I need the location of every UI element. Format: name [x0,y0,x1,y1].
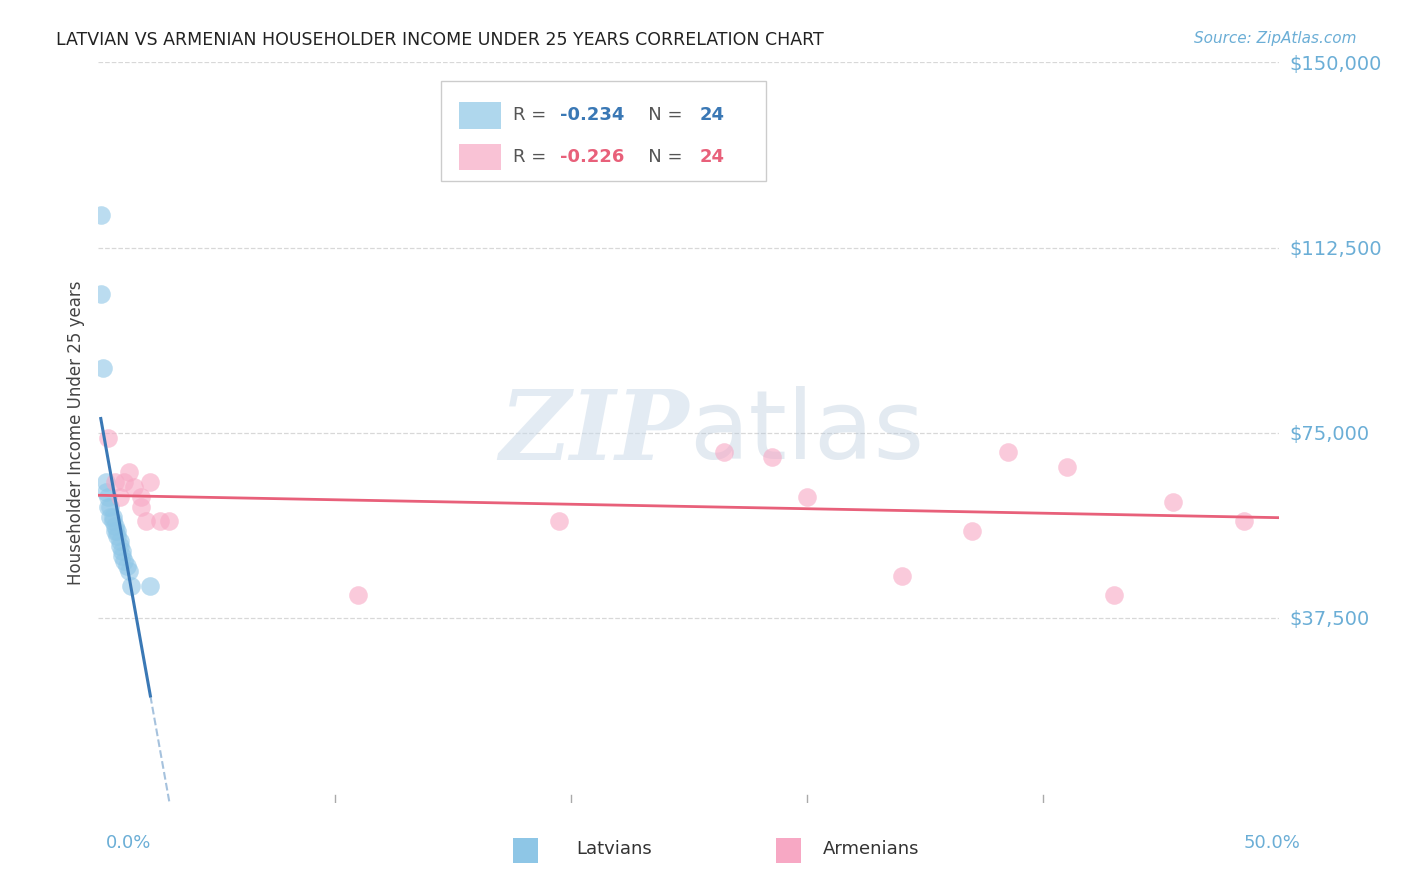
Point [90,287,112,301]
FancyBboxPatch shape [458,102,501,128]
Point [115,558,138,573]
Text: Source: ZipAtlas.com: Source: ZipAtlas.com [1194,31,1357,46]
Point [139,579,162,593]
Point [118,465,141,479]
Point [98,509,121,524]
Point [761,450,783,465]
Point [111,544,134,558]
Point [347,589,370,603]
Point [90,209,112,223]
Text: Armenians: Armenians [823,840,920,858]
Text: R =: R = [513,106,553,124]
Text: 0.0%: 0.0% [105,834,150,852]
Point [105,529,128,543]
Point [122,480,145,494]
Point [129,490,152,504]
Point [129,500,152,514]
Text: ZIP: ZIP [499,385,689,480]
Point [997,445,1019,459]
Point [104,519,127,533]
Point [112,475,135,489]
Text: R =: R = [513,148,553,166]
Point [108,490,131,504]
Point [713,445,735,459]
Point [104,524,127,539]
Point [962,524,984,539]
Point [796,490,818,504]
Point [890,568,912,582]
Point [105,524,128,539]
Point [149,515,172,529]
Point [157,515,180,529]
Point [97,490,120,504]
Point [97,431,120,445]
Point [111,549,134,563]
Y-axis label: Householder Income Under 25 years: Householder Income Under 25 years [66,280,84,585]
Point [101,515,124,529]
Text: atlas: atlas [689,386,924,479]
Point [1102,589,1125,603]
Point [118,564,141,578]
Text: N =: N = [631,106,689,124]
Text: -0.234: -0.234 [560,106,624,124]
Point [548,515,571,529]
Point [98,500,121,514]
Text: 24: 24 [700,148,724,166]
Point [97,500,120,514]
FancyBboxPatch shape [458,144,501,170]
Point [108,539,131,553]
Point [139,475,162,489]
Point [108,534,131,549]
Text: 50.0%: 50.0% [1244,834,1301,852]
Text: LATVIAN VS ARMENIAN HOUSEHOLDER INCOME UNDER 25 YEARS CORRELATION CHART: LATVIAN VS ARMENIAN HOUSEHOLDER INCOME U… [56,31,824,49]
Text: 24: 24 [700,106,724,124]
Point [112,554,135,568]
Point [94,475,117,489]
Point [135,515,157,529]
Point [104,475,127,489]
Point [121,579,143,593]
Text: Latvians: Latvians [576,840,652,858]
Point [1161,494,1184,508]
FancyBboxPatch shape [441,81,766,181]
Point [1233,515,1256,529]
Point [94,484,117,499]
Point [91,361,114,376]
Point [1056,460,1078,475]
Text: N =: N = [631,148,689,166]
Point [101,509,124,524]
Text: -0.226: -0.226 [560,148,624,166]
